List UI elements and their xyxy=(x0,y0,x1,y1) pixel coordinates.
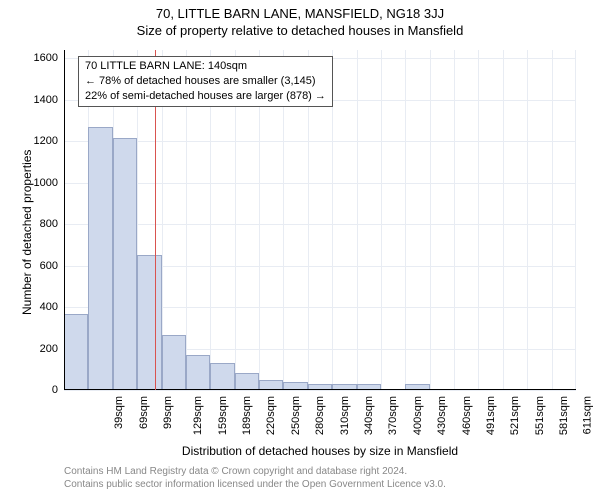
x-axis-label: Distribution of detached houses by size … xyxy=(64,444,576,458)
x-tick-label: 551sqm xyxy=(534,396,546,435)
x-tick-label: 69sqm xyxy=(138,396,150,429)
x-tick-label: 39sqm xyxy=(113,396,125,429)
bar xyxy=(162,335,186,390)
grid-line xyxy=(64,141,576,142)
x-tick-label: 340sqm xyxy=(363,396,375,435)
x-tick-label: 430sqm xyxy=(436,396,448,435)
page-subtitle: Size of property relative to detached ho… xyxy=(0,21,600,38)
y-tick-label: 1600 xyxy=(26,52,58,64)
annotation-line: 70 LITTLE BARN LANE: 140sqm xyxy=(85,59,326,74)
annotation-box: 70 LITTLE BARN LANE: 140sqm ← 78% of det… xyxy=(78,56,333,107)
bar xyxy=(88,127,112,390)
grid-line xyxy=(527,50,528,390)
bar xyxy=(64,314,88,390)
grid-line xyxy=(381,50,382,390)
y-tick-label: 800 xyxy=(26,218,58,230)
grid-line xyxy=(357,50,358,390)
y-tick-label: 200 xyxy=(26,343,58,355)
footer-line: Contains HM Land Registry data © Crown c… xyxy=(64,466,446,479)
x-tick-label: 460sqm xyxy=(461,396,473,435)
x-axis xyxy=(64,389,576,390)
x-tick-label: 521sqm xyxy=(509,396,521,435)
y-tick-label: 1400 xyxy=(26,94,58,106)
x-tick-label: 491sqm xyxy=(485,396,497,435)
x-tick-label: 581sqm xyxy=(558,396,570,435)
x-tick-label: 250sqm xyxy=(290,396,302,435)
grid-line xyxy=(430,50,431,390)
y-tick-label: 400 xyxy=(26,301,58,313)
grid-line xyxy=(552,50,553,390)
y-tick-label: 1200 xyxy=(26,135,58,147)
bar xyxy=(113,138,137,390)
page-title: 70, LITTLE BARN LANE, MANSFIELD, NG18 3J… xyxy=(0,0,600,21)
grid-line xyxy=(454,50,455,390)
footer-attribution: Contains HM Land Registry data © Crown c… xyxy=(64,466,446,491)
grid-line xyxy=(64,224,576,225)
x-tick-label: 370sqm xyxy=(388,396,400,435)
grid-line xyxy=(503,50,504,390)
x-tick-label: 611sqm xyxy=(582,396,594,434)
bar xyxy=(186,355,210,390)
annotation-line: 22% of semi-detached houses are larger (… xyxy=(85,89,326,104)
grid-line xyxy=(64,183,576,184)
grid-line xyxy=(64,390,576,391)
bar xyxy=(137,255,161,390)
x-tick-label: 99sqm xyxy=(162,396,174,429)
footer-line: Contains public sector information licen… xyxy=(64,479,446,492)
x-tick-label: 129sqm xyxy=(192,396,204,435)
y-tick-label: 1000 xyxy=(26,177,58,189)
y-axis xyxy=(64,50,65,390)
grid-line xyxy=(575,50,576,390)
annotation-line: ← 78% of detached houses are smaller (3,… xyxy=(85,74,326,89)
y-tick-label: 600 xyxy=(26,260,58,272)
bar xyxy=(210,363,234,390)
grid-line xyxy=(478,50,479,390)
x-tick-label: 400sqm xyxy=(412,396,424,435)
x-tick-label: 280sqm xyxy=(314,396,326,435)
x-tick-label: 220sqm xyxy=(266,396,278,435)
x-tick-label: 310sqm xyxy=(339,396,351,435)
grid-line xyxy=(405,50,406,390)
y-tick-label: 0 xyxy=(26,384,58,396)
x-tick-label: 159sqm xyxy=(217,396,229,435)
bar xyxy=(235,373,259,390)
x-tick-label: 189sqm xyxy=(241,396,253,435)
